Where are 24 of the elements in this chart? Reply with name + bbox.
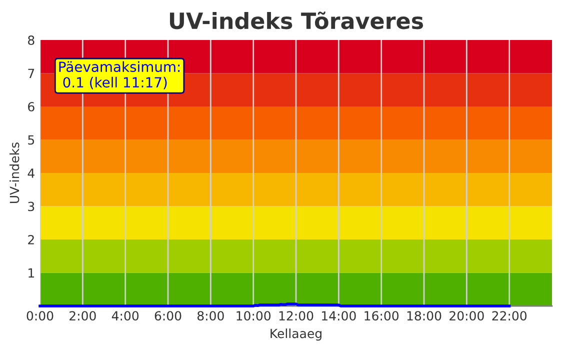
x-tick-label: 8:00 <box>197 311 224 321</box>
chart-title: UV-indeks Tõraveres <box>170 12 424 30</box>
x-tick-label: 2:00 <box>70 311 96 321</box>
x-axis-title: Kellaaeg <box>270 328 322 341</box>
y-tick-label: 6 <box>28 102 34 112</box>
x-tick-label: 6:00 <box>154 311 182 321</box>
x-tick-label: 14:00 <box>322 311 356 321</box>
x-tick-label: 0:00 <box>26 311 54 321</box>
y-tick-label: 4 <box>28 168 34 178</box>
y-tick-label: 7 <box>28 68 34 78</box>
y-tick-label: 2 <box>28 234 34 244</box>
x-tick-label: 4:00 <box>112 311 139 321</box>
x-tick-label: 22:00 <box>492 311 527 321</box>
annotation: Päevamaksimum: 0.1 (kell 11:17) <box>59 61 180 90</box>
x-tick-label: 20:00 <box>450 311 484 321</box>
x-tick-label: 16:00 <box>364 311 399 321</box>
y-axis-title: UV-indeks <box>10 142 20 204</box>
x-tick-label: 12:00 <box>279 311 314 321</box>
y-tick-label: 5 <box>28 135 34 145</box>
x-tick-label: 18:00 <box>407 311 442 321</box>
y-tick-label: 8 <box>28 35 34 45</box>
y-tick-label: 1 <box>28 268 34 278</box>
y-tick-label: 3 <box>28 202 34 212</box>
x-tick-label: 10:00 <box>236 311 271 321</box>
